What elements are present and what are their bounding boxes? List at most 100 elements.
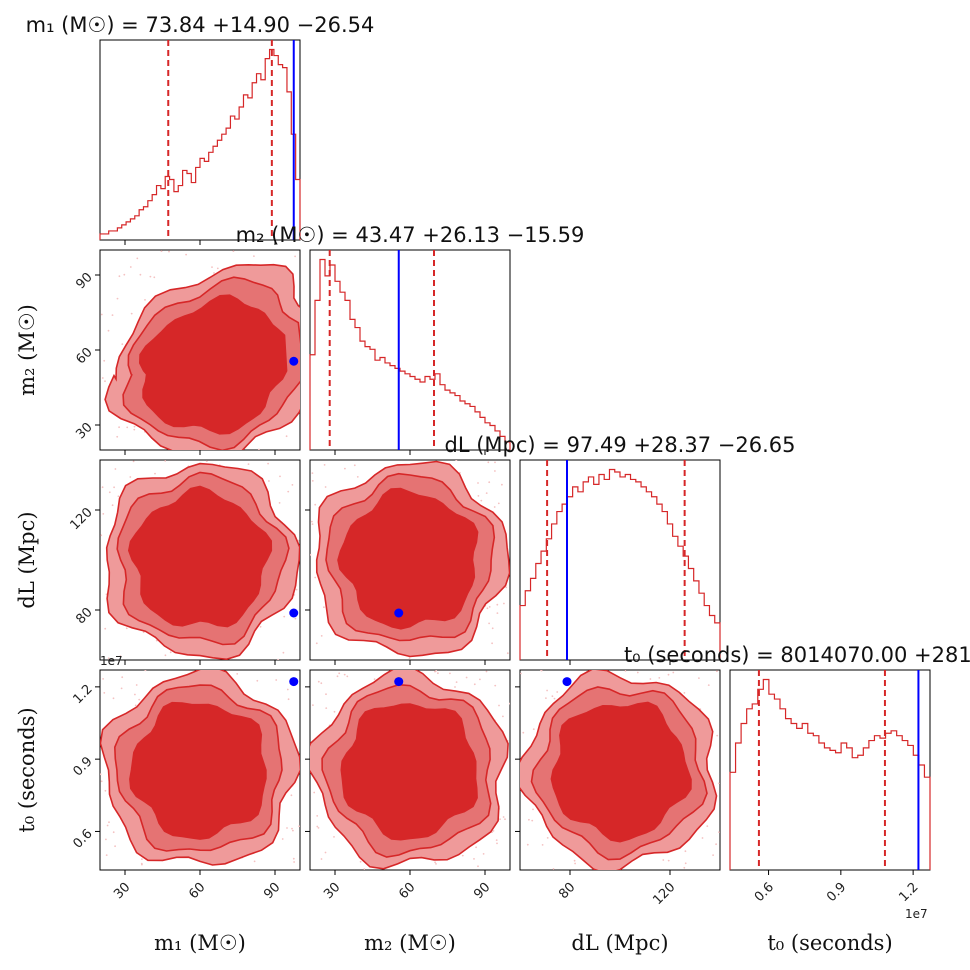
sample-dot — [275, 679, 278, 681]
sample-dot — [493, 506, 496, 508]
sample-dot — [286, 827, 288, 829]
sample-dot — [434, 861, 436, 864]
sample-dot — [509, 702, 510, 705]
y-tick-label-dL: 120 — [67, 505, 95, 533]
sample-dot — [100, 534, 103, 537]
sample-dot — [135, 684, 138, 686]
hist-frame-t0 — [729, 669, 931, 871]
sample-dot — [495, 839, 498, 841]
x-sci-offset-t0: 1e7 — [905, 907, 928, 921]
hist-frame-m2 — [309, 249, 511, 451]
sample-dot — [501, 483, 503, 486]
sample-dot — [317, 680, 320, 683]
sample-dot — [101, 377, 104, 379]
sample-dot — [144, 299, 146, 301]
sample-dot — [293, 861, 295, 863]
sample-dot — [314, 503, 317, 506]
sample-dot — [667, 673, 670, 676]
sample-dot — [316, 815, 319, 817]
sample-dot — [528, 818, 530, 821]
x-tick-label-m2: 30 — [321, 880, 343, 902]
sample-dot — [294, 255, 296, 258]
sample-dot — [494, 461, 496, 464]
truth-point-m1-m2 — [289, 356, 299, 366]
sample-dot — [465, 676, 468, 679]
y-axis-label-dL: dL (Mpc) — [15, 511, 39, 608]
sample-dot — [292, 829, 294, 832]
sample-dot — [532, 728, 535, 730]
sample-dot — [496, 842, 498, 845]
sample-dot — [506, 652, 509, 655]
sample-dot — [236, 673, 239, 675]
sample-dot — [100, 773, 102, 776]
sample-dot — [461, 854, 464, 857]
contour-level-2 — [129, 701, 267, 840]
sample-dot — [125, 627, 128, 630]
sample-dot — [104, 627, 107, 630]
sample-dot — [701, 837, 704, 839]
sample-dot — [315, 642, 318, 645]
sample-dot — [287, 698, 290, 701]
sample-dot — [119, 655, 122, 657]
sample-dot — [133, 428, 136, 431]
sample-dot — [491, 642, 493, 645]
sample-dot — [278, 502, 281, 504]
sample-dot — [497, 502, 500, 505]
sample-dot — [546, 689, 548, 692]
sample-dot — [473, 683, 476, 686]
x-axis-label-m2: m₂ (M☉) — [364, 931, 456, 955]
sample-dot — [103, 692, 106, 694]
contour-level-2 — [138, 294, 288, 435]
sample-dot — [129, 266, 132, 268]
sample-dot — [118, 426, 120, 429]
sample-dot — [114, 845, 116, 848]
sample-dot — [499, 818, 501, 821]
sample-dot — [325, 707, 328, 709]
x-tick-label-dL: 120 — [650, 880, 678, 908]
sample-dot — [333, 710, 336, 713]
sample-dot — [486, 607, 489, 610]
sample-dot — [488, 606, 491, 608]
sample-dot — [292, 857, 295, 860]
sample-dot — [718, 831, 720, 833]
sample-dot — [532, 808, 534, 811]
sample-dot — [435, 863, 437, 865]
y-axis-label-m2: m₂ (M☉) — [15, 304, 39, 396]
sample-dot — [455, 460, 458, 461]
sample-dot — [112, 697, 115, 700]
sample-dot — [253, 860, 256, 863]
truth-point-m1-dL — [289, 608, 299, 618]
sample-dot — [216, 267, 219, 270]
sample-dot — [107, 329, 110, 332]
sample-dot — [479, 678, 481, 681]
truth-point-m2-t0 — [394, 677, 404, 687]
sample-dot — [104, 380, 106, 383]
sample-dot — [363, 868, 366, 870]
sample-dot — [136, 257, 139, 260]
sample-dot — [545, 697, 547, 699]
sample-dot — [142, 631, 145, 634]
sample-dot — [556, 691, 559, 693]
x-tick-label-dL: 80 — [556, 880, 578, 902]
sample-dot — [636, 671, 639, 674]
sample-dot — [258, 448, 260, 450]
hist-frame-m1 — [99, 39, 301, 241]
sample-dot — [104, 789, 107, 792]
y-tick-label-t0: 0.9 — [70, 754, 95, 779]
sample-dot — [129, 476, 132, 478]
x-axis-label-t0: t₀ (seconds) — [767, 931, 892, 955]
contour-level-2 — [340, 703, 478, 841]
sample-dot — [277, 658, 279, 660]
x-tick-label-m1: 30 — [111, 880, 133, 902]
sample-dot — [107, 657, 110, 660]
sample-dot — [477, 495, 480, 497]
sample-dot — [716, 734, 719, 737]
sample-dot — [294, 617, 297, 620]
x-tick-label-t0: 0.9 — [824, 880, 849, 905]
x-tick-label-t0: 0.6 — [752, 880, 777, 905]
sample-dot — [707, 684, 710, 686]
sample-dot — [698, 677, 700, 679]
sample-dot — [715, 843, 717, 846]
sample-dot — [531, 819, 534, 822]
sample-dot — [118, 275, 121, 278]
